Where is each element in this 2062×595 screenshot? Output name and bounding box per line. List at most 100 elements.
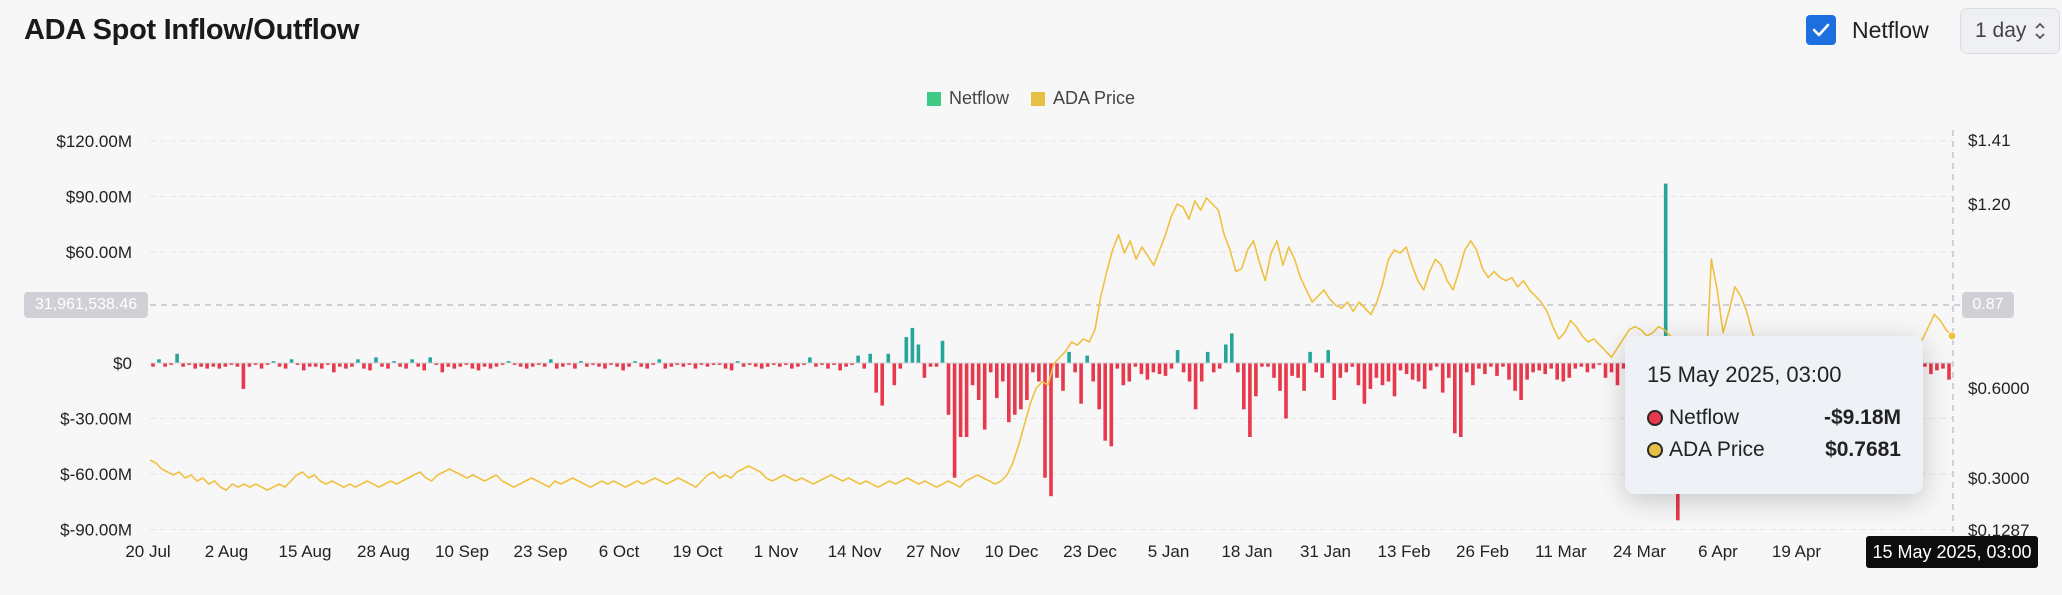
netflow-bar [235,363,240,367]
netflow-bar [1416,363,1421,382]
netflow-bar [1187,363,1192,382]
tooltip-value-netflow: -$9.18M [1823,406,1901,429]
netflow-bar [1603,363,1608,378]
netflow-bar [1471,363,1475,386]
netflow-bar [681,363,686,367]
netflow-bar [609,363,613,365]
netflow-bar [1495,363,1499,376]
netflow-bar [494,363,499,367]
netflow-bar [175,353,179,364]
netflow-bar [964,363,969,437]
netflow-bar [880,363,884,406]
ada-price-hover-point [1947,331,1957,341]
netflow-bar [1169,363,1174,369]
netflow-bar [157,359,161,363]
netflow-bar [1157,363,1162,375]
netflow-bar [778,363,782,367]
netflow-bar [404,363,408,369]
netflow-toggle[interactable]: Netflow [1806,15,1929,45]
netflow-bar [1211,363,1216,373]
netflow-bar [1531,363,1535,373]
netflow-bar [934,363,939,367]
netflow-bar [187,363,191,365]
netflow-bar [1477,363,1481,369]
netflow-bar [1025,363,1029,400]
netflow-bar [416,363,420,367]
netflow-bar [253,363,258,365]
y-right-tick-label: $0.3000 [1968,469,2029,488]
netflow-bar [693,363,698,369]
netflow-bar [910,327,915,363]
tooltip-dot-netflow [1647,410,1663,426]
netflow-bar [368,363,372,371]
x-tick-label: 31 Jan [1300,542,1351,561]
netflow-bar [470,363,475,369]
netflow-bar [1085,355,1089,363]
netflow-bar [500,363,505,365]
netflow-bar [1248,363,1252,437]
netflow-bar [1615,363,1620,386]
netflow-bar [488,363,493,369]
netflow-bar [1266,363,1270,367]
netflow-bar [1073,363,1077,373]
netflow-bar [645,363,649,369]
netflow-bar [259,363,264,369]
netflow-bar [1272,363,1276,378]
netflow-bar [1398,363,1403,371]
legend-item-netflow[interactable]: Netflow [926,88,1009,109]
netflow-bar [940,340,945,363]
y-right-tick-label: $0.6000 [1968,379,2029,398]
netflow-bar [1368,363,1373,389]
netflow-bar [657,359,662,363]
tooltip-series-netflow: Netflow [1647,406,1739,430]
tooltip-date: 15 May 2025, 03:00 [1647,362,1842,387]
netflow-bar [1428,363,1433,371]
netflow-bar [838,363,842,371]
netflow-bar [446,363,451,367]
netflow-bar [1205,351,1210,363]
netflow-bar [434,363,439,365]
netflow-bar [223,363,228,367]
netflow-bar [1284,363,1288,419]
netflow-bar [476,363,481,371]
netflow-bar [1434,363,1439,367]
interval-select-value: 1 day [1975,19,2027,42]
netflow-bar [729,363,734,371]
netflow-bar [579,361,583,363]
netflow-bar [995,363,999,399]
netflow-bar [1453,363,1457,434]
netflow-bar [265,363,270,365]
legend-item-ada-price[interactable]: ADA Price [1031,88,1135,109]
netflow-bar [1091,363,1095,382]
crosshair-right-value: 0.87 [1962,292,2014,318]
netflow-bar [283,363,288,369]
netflow-bar [386,363,390,369]
netflow-bar [952,363,957,478]
netflow-bar [946,363,951,415]
netflow-bar [1597,363,1602,365]
crosshair-x-value: 15 May 2025, 03:00 [1866,536,2038,568]
netflow-bar [326,363,330,365]
netflow-checkbox[interactable] [1806,15,1836,45]
netflow-bar [1561,363,1566,382]
interval-select[interactable]: 1 day [1960,8,2060,54]
netflow-bar [1001,363,1005,382]
netflow-bar [1621,363,1626,369]
netflow-bar [1103,363,1107,441]
netflow-bar [1567,363,1572,378]
netflow-bar [874,363,878,393]
netflow-bar [229,363,234,365]
netflow-bar [922,363,927,378]
netflow-bar [1013,363,1017,415]
x-tick-label: 27 Nov [906,542,960,561]
legend-label-ada-price: ADA Price [1053,88,1136,108]
netflow-bar [1007,363,1011,423]
netflow-bar [169,363,173,365]
tooltip-dot-ada-price [1647,442,1663,458]
netflow-toggle-label: Netflow [1852,16,1929,43]
x-tick-label: 10 Sep [435,542,489,561]
netflow-bar [759,363,764,369]
netflow-bar [440,363,445,373]
netflow-bar [1555,363,1559,380]
